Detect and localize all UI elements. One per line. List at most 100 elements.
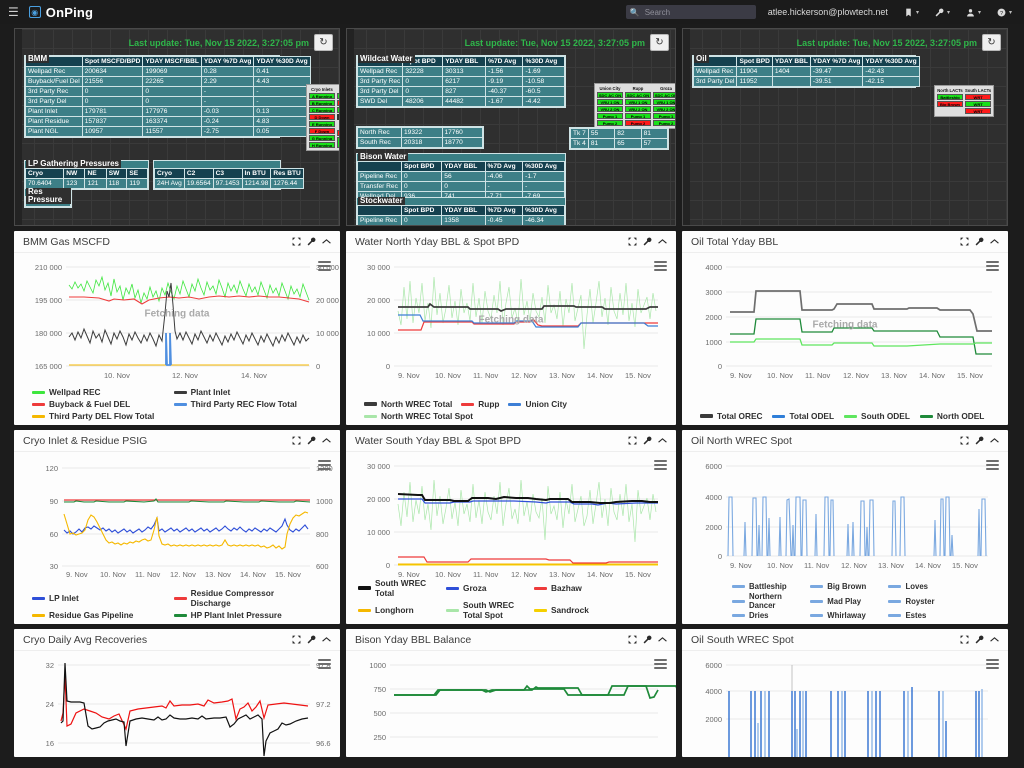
card-water-south[interactable]: Water South Yday BBL & Spot BPD 30 000 2… — [346, 430, 676, 624]
card-oil-total[interactable]: Oil Total Yday BBL 4000 3000 200 — [682, 231, 1008, 425]
wrench-icon[interactable] — [975, 237, 984, 246]
refresh-icon[interactable]: ↻ — [314, 34, 333, 51]
card-cryo-recoveries[interactable]: Cryo Daily Avg Recoveries 32 24 16 97.8 — [14, 629, 340, 757]
card-oil-north-wrec[interactable]: Oil North WREC Spot 6000 4000 2000 — [682, 430, 1008, 624]
user-email-label: atlee.hickerson@plowtech.net — [767, 7, 888, 17]
svg-text:14. Nov: 14. Nov — [587, 570, 613, 579]
oil-status-indicators: North LACTs Battleship Big Brown South L… — [934, 85, 995, 117]
wrench-icon[interactable] — [307, 436, 316, 445]
wrench-icon[interactable] — [307, 635, 316, 644]
bookmark-menu[interactable]: ▾ — [904, 8, 919, 17]
chart-context-menu-icon[interactable] — [318, 261, 331, 273]
col-head: Spot BPD — [400, 205, 443, 216]
refresh-icon[interactable]: ↻ — [650, 34, 669, 51]
chart-context-menu-icon[interactable] — [986, 460, 999, 472]
svg-text:10. Nov: 10. Nov — [767, 371, 793, 380]
legend-item: Longhorn — [358, 600, 442, 620]
legend-label: Loves — [905, 582, 929, 591]
chevron-up-icon[interactable] — [990, 238, 999, 245]
card-header: Oil South WREC Spot — [682, 629, 1008, 651]
last-update-label: Last update: Tue, Nov 15 2022, 3:27:05 p… — [796, 37, 977, 48]
chart-area[interactable]: 1000 750 500 250 — [346, 651, 676, 757]
svg-text:13. Nov: 13. Nov — [205, 570, 231, 579]
status-chip: VRU 1 ON — [597, 99, 623, 105]
status-group-north-lacts: North LACTs Battleship Big Brown — [937, 88, 963, 114]
card-cryo-inlet[interactable]: Cryo Inlet & Residue PSIG 120 90 60 — [14, 430, 340, 624]
card-header: Water North Yday BBL & Spot BPD — [346, 231, 676, 253]
wrench-icon[interactable] — [307, 237, 316, 246]
wrench-icon[interactable] — [643, 436, 652, 445]
expand-icon[interactable] — [292, 436, 301, 445]
card-header: Water South Yday BBL & Spot BPD — [346, 430, 676, 452]
chart-context-menu-icon[interactable] — [986, 659, 999, 671]
table-row: 3rd Party Del 11952 -39.51 -42.15 — [692, 76, 920, 87]
status-chip: C Running — [309, 107, 335, 113]
chart-area[interactable]: 30 000 20 000 10 000 0 9. Nov 10. Nov 11… — [346, 253, 676, 398]
card-water-north[interactable]: Water North Yday BBL & Spot BPD 30 000 2… — [346, 231, 676, 425]
card-bmm-gas-mscfd[interactable]: BMM Gas MSCFD 210 000 195 000 180 000 — [14, 231, 340, 425]
chart-context-menu-icon[interactable] — [318, 659, 331, 671]
status-group-title: North LACTs — [937, 88, 963, 93]
wrench-icon[interactable] — [643, 237, 652, 246]
table-row: Tk 4 81 65 57 — [570, 138, 669, 149]
oil-hmi-panel[interactable]: Last update: Tue, Nov 15 2022, 3:27:05 p… — [682, 28, 1008, 226]
account-menu[interactable]: ▾ — [966, 8, 981, 17]
chart-context-menu-icon[interactable] — [986, 261, 999, 273]
expand-icon[interactable] — [628, 635, 637, 644]
menu-icon[interactable]: ☰ — [8, 5, 19, 19]
chart-area[interactable]: 4000 3000 2000 1000 0 9. Nov 10. Nov 11.… — [682, 253, 1008, 410]
chevron-up-icon[interactable] — [658, 437, 667, 444]
card-header: Oil Total Yday BBL — [682, 231, 1008, 253]
chevron-up-icon[interactable] — [658, 636, 667, 643]
cryo-inlet-chart: 120 90 60 30 1200 1000 800 600 9. Nov 10… — [45, 464, 332, 579]
wrench-icon — [935, 8, 944, 16]
chart-context-menu-icon[interactable] — [654, 460, 667, 472]
chevron-up-icon[interactable] — [322, 437, 331, 444]
expand-icon[interactable] — [960, 635, 969, 644]
chart-area[interactable]: 6000 4000 2000 — [682, 651, 1008, 757]
expand-icon[interactable] — [292, 635, 301, 644]
expand-icon[interactable] — [292, 237, 301, 246]
chart-context-menu-icon[interactable] — [654, 261, 667, 273]
chart-area[interactable]: 210 000 195 000 180 000 165 000 30 000 2… — [14, 253, 340, 386]
search-input[interactable] — [642, 6, 752, 18]
status-chip: A Running — [309, 93, 335, 99]
card-oil-south-wrec[interactable]: Oil South WREC Spot 6000 4000 2000 — [682, 629, 1008, 757]
chart-context-menu-icon[interactable] — [654, 659, 667, 671]
table-row: Wellpad Rec 200634 199069 0.28 0.41 — [25, 66, 311, 77]
wrench-icon[interactable] — [975, 635, 984, 644]
svg-text:180 000: 180 000 — [35, 329, 62, 338]
expand-icon[interactable] — [628, 436, 637, 445]
chevron-up-icon[interactable] — [658, 238, 667, 245]
help-menu[interactable]: ? ▾ — [997, 8, 1012, 17]
chart-area[interactable]: 32 24 16 97.8 97.2 96.6 — [14, 651, 340, 757]
chart-context-menu-icon[interactable] — [318, 460, 331, 472]
water-hmi-panel[interactable]: Last update: Tue, Nov 15 2022, 3:27:05 p… — [346, 28, 676, 226]
svg-text:20 000: 20 000 — [367, 296, 390, 305]
expand-icon[interactable] — [628, 237, 637, 246]
tools-menu[interactable]: ▾ — [935, 8, 950, 17]
col-head: %7D Avg — [484, 205, 524, 216]
chevron-up-icon[interactable] — [990, 636, 999, 643]
legend-swatch — [32, 402, 45, 406]
wrench-icon[interactable] — [975, 436, 984, 445]
chevron-up-icon[interactable] — [990, 437, 999, 444]
chevron-up-icon[interactable] — [322, 238, 331, 245]
lp-gathering-pressures-table: LP Gathering Pressures Cryo NW NE SW SE … — [24, 160, 149, 190]
wrench-icon[interactable] — [643, 635, 652, 644]
col-head: YDAY MSCF/BBL — [142, 56, 202, 67]
refresh-icon[interactable]: ↻ — [982, 34, 1001, 51]
card-bison-balance[interactable]: Bison Yday BBL Balance 1000 750 500 — [346, 629, 676, 757]
bmm-hmi-panel[interactable]: Last update: Tue, Nov 15 2022, 3:27:05 p… — [14, 28, 340, 226]
chart-area[interactable]: 120 90 60 30 1200 1000 800 600 9. Nov 10… — [14, 452, 340, 587]
svg-text:0: 0 — [718, 362, 722, 371]
expand-icon[interactable] — [960, 237, 969, 246]
chevron-up-icon[interactable] — [322, 636, 331, 643]
legend-label: South WREC Total — [375, 578, 427, 598]
search-box[interactable]: 🔍 — [625, 5, 756, 19]
expand-icon[interactable] — [960, 436, 969, 445]
status-chip: WRT — [965, 94, 992, 100]
lp-table-caption: LP Gathering Pressures — [26, 159, 121, 168]
chart-area[interactable]: 30 000 20 000 10 000 0 9. Nov 10. Nov 11… — [346, 452, 676, 579]
chart-area[interactable]: 6000 4000 2000 0 9. Nov 10. Nov 11. Nov … — [682, 452, 1008, 581]
